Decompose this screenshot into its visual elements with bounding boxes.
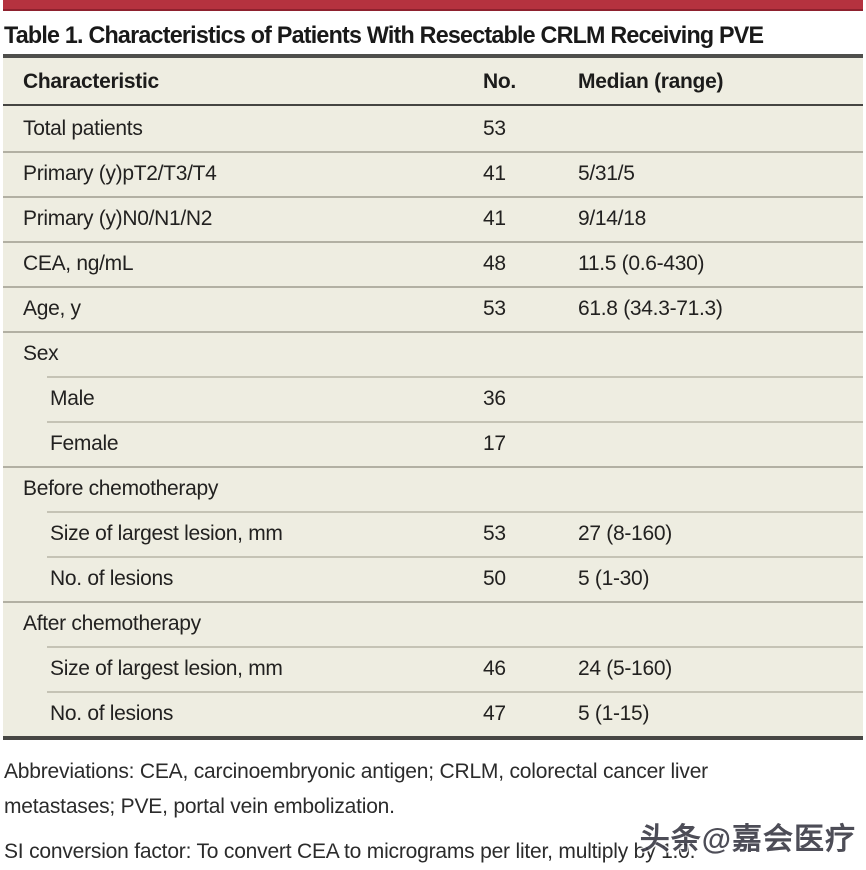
table-row: Female 17	[3, 421, 863, 466]
table-body: Total patients 53 Primary (y)pT2/T3/T4 4…	[3, 106, 863, 736]
cell-characteristic: Primary (y)N0/N1/N2	[23, 207, 213, 230]
table-row: CEA, ng/mL 48 11.5 (0.6-430)	[3, 241, 863, 286]
row-separator	[47, 421, 863, 423]
cell-characteristic: No. of lesions	[50, 702, 174, 725]
cell-characteristic: Before chemotherapy	[23, 477, 219, 500]
cell-no: 41	[483, 207, 506, 230]
cell-no: 48	[483, 252, 506, 275]
table-row: Male 36	[3, 376, 863, 421]
cell-no: 47	[483, 702, 506, 725]
cell-characteristic: Primary (y)pT2/T3/T4	[23, 162, 217, 185]
table-row: Size of largest lesion, mm 53 27 (8-160)	[3, 511, 863, 556]
cell-characteristic: Sex	[23, 342, 59, 365]
cell-characteristic: Age, y	[23, 297, 81, 320]
cell-median: 5/31/5	[578, 162, 635, 185]
cell-median: 27 (8-160)	[578, 522, 672, 545]
table-row: Primary (y)N0/N1/N2 41 9/14/18	[3, 196, 863, 241]
cell-characteristic: Total patients	[23, 117, 143, 140]
cell-no: 50	[483, 567, 506, 590]
row-separator	[3, 196, 863, 198]
row-separator	[47, 691, 863, 693]
row-separator	[3, 241, 863, 243]
table-title: Table 1. Characteristics of Patients Wit…	[4, 22, 764, 49]
characteristics-table: Characteristic No. Median (range) Total …	[3, 54, 863, 740]
cell-median: 11.5 (0.6-430)	[578, 252, 705, 275]
row-separator	[3, 331, 863, 333]
header-median: Median (range)	[578, 69, 724, 93]
table-header-row: Characteristic No. Median (range)	[3, 58, 863, 106]
row-separator	[47, 556, 863, 558]
cell-median: 9/14/18	[578, 207, 646, 230]
row-separator	[47, 646, 863, 648]
cell-characteristic: After chemotherapy	[23, 612, 201, 635]
cell-median: 5 (1-15)	[578, 702, 650, 725]
footnotes: Abbreviations: CEA, carcinoembryonic ant…	[4, 754, 858, 869]
header-characteristic: Characteristic	[23, 69, 159, 93]
cell-no: 53	[483, 297, 506, 320]
cell-median: 24 (5-160)	[578, 657, 672, 680]
table-row: No. of lesions 47 5 (1-15)	[3, 691, 863, 736]
table-row: After chemotherapy	[3, 601, 863, 646]
accent-top-bar	[3, 0, 863, 11]
cell-median: 5 (1-30)	[578, 567, 650, 590]
table-row: Sex	[3, 331, 863, 376]
row-separator	[3, 151, 863, 153]
watermark: 头条@嘉会医疗	[639, 823, 856, 856]
cell-characteristic: Male	[50, 387, 95, 410]
cell-characteristic: CEA, ng/mL	[23, 252, 134, 275]
table-row: Before chemotherapy	[3, 466, 863, 511]
cell-median: 61.8 (34.3-71.3)	[578, 297, 723, 320]
table-row: No. of lesions 50 5 (1-30)	[3, 556, 863, 601]
cell-characteristic: Size of largest lesion, mm	[50, 522, 283, 545]
row-separator	[3, 286, 863, 288]
header-no: No.	[483, 69, 516, 93]
abbreviations-note: Abbreviations: CEA, carcinoembryonic ant…	[4, 760, 708, 818]
cell-no: 17	[483, 432, 506, 455]
row-separator	[47, 376, 863, 378]
table-row: Age, y 53 61.8 (34.3-71.3)	[3, 286, 863, 331]
table-row: Size of largest lesion, mm 46 24 (5-160)	[3, 646, 863, 691]
table-row: Primary (y)pT2/T3/T4 41 5/31/5	[3, 151, 863, 196]
cell-characteristic: Female	[50, 432, 119, 455]
cell-characteristic: Size of largest lesion, mm	[50, 657, 283, 680]
cell-no: 41	[483, 162, 506, 185]
cell-no: 53	[483, 117, 506, 140]
row-separator	[47, 511, 863, 513]
si-conversion-note: SI conversion factor: To convert CEA to …	[4, 840, 696, 863]
row-separator	[3, 466, 863, 468]
cell-characteristic: No. of lesions	[50, 567, 174, 590]
row-separator	[3, 601, 863, 603]
table-row: Total patients 53	[3, 106, 863, 151]
cell-no: 46	[483, 657, 506, 680]
cell-no: 53	[483, 522, 506, 545]
cell-no: 36	[483, 387, 506, 410]
